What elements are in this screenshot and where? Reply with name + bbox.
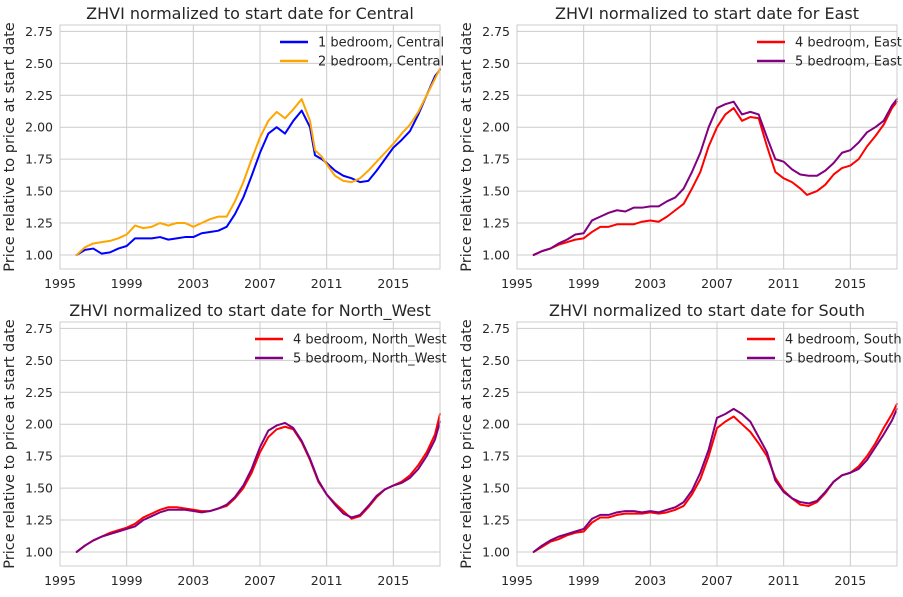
series-line-2	[532, 407, 898, 553]
y-tick-label: 2.00	[482, 417, 510, 432]
x-tick-label: 1995	[44, 573, 76, 588]
plot-area	[60, 25, 440, 269]
series-line-2	[532, 98, 898, 256]
series-line-2	[75, 420, 441, 553]
y-tick-label: 1.75	[482, 152, 510, 167]
y-tick-label: 2.25	[482, 385, 510, 400]
x-tick-label: 2003	[634, 573, 666, 588]
y-axis-label: Price relative to price at start date	[459, 319, 475, 568]
y-tick-label: 1.25	[482, 216, 510, 231]
y-tick-label: 2.75	[25, 24, 53, 39]
legend-label: 1 bedroom, Central	[318, 36, 444, 51]
plot-frame	[516, 321, 898, 567]
plot-area	[60, 322, 440, 566]
y-tick-label: 1.50	[482, 481, 510, 496]
chart-panel-1: 1.00 1.25 1.50 1.75 2.00 2.25 2.50 2.75 1995 1999…	[2, 4, 444, 291]
x-tick-label: 2015	[377, 276, 409, 291]
chart-panel-3: 1.00 1.25 1.50 1.75 2.00 2.25 2.50 2.75 1995 1999…	[2, 301, 447, 588]
y-tick-label: 1.75	[25, 449, 53, 464]
y-tick-label: 1.75	[25, 152, 53, 167]
chart-title: ZHVI normalized to start date for North_…	[69, 301, 431, 321]
x-tick-label: 2011	[311, 276, 343, 291]
y-tick-label: 2.75	[482, 24, 510, 39]
y-tick-label: 1.00	[25, 247, 53, 262]
x-tick-label: 1999	[568, 573, 600, 588]
y-tick-label: 2.50	[482, 56, 510, 71]
x-tick-label: 1995	[501, 276, 533, 291]
x-tick-label: 2007	[244, 573, 276, 588]
y-tick-label: 2.00	[482, 120, 510, 135]
x-tick-label: 1999	[111, 573, 143, 588]
x-tick-label: 1995	[501, 573, 533, 588]
x-tick-label: 2011	[311, 573, 343, 588]
y-tick-label: 1.25	[25, 513, 53, 528]
y-axis-label: Price relative to price at start date	[2, 22, 18, 271]
x-tick-label: 2003	[177, 276, 209, 291]
chart-title: ZHVI normalized to start date for South	[549, 301, 865, 320]
x-tick-label: 2003	[177, 573, 209, 588]
y-tick-label: 2.50	[25, 56, 53, 71]
plot-area	[517, 25, 897, 269]
chart-panel-2: 1.00 1.25 1.50 1.75 2.00 2.25 2.50 2.75 1995 1999…	[459, 4, 902, 291]
x-tick-label: 2015	[834, 573, 866, 588]
x-tick-label: 2011	[768, 573, 800, 588]
y-tick-label: 2.50	[482, 353, 510, 368]
y-tick-label: 2.00	[25, 417, 53, 432]
series-line-2	[75, 67, 441, 256]
y-axis-label: Price relative to price at start date	[459, 22, 475, 271]
y-tick-label: 2.00	[25, 120, 53, 135]
legend: 4 bedroom, East 5 bedroom, East	[757, 36, 902, 70]
plot-frame	[59, 321, 441, 567]
y-tick-label: 1.75	[482, 449, 510, 464]
legend-label: 2 bedroom, Central	[318, 55, 444, 70]
x-tick-label: 2007	[701, 573, 733, 588]
x-tick-label: 1995	[44, 276, 76, 291]
legend-label: 5 bedroom, North_West	[293, 352, 447, 367]
x-tick-label: 2007	[701, 276, 733, 291]
series-line-1	[532, 100, 898, 256]
series-line-1	[75, 68, 441, 256]
x-tick-label: 2007	[244, 276, 276, 291]
x-tick-label: 1999	[111, 276, 143, 291]
legend-label: 5 bedroom, East	[795, 55, 902, 70]
legend-label: 5 bedroom, South	[785, 352, 902, 367]
plot-frame	[516, 24, 898, 270]
y-tick-label: 2.25	[25, 385, 53, 400]
legend-label: 4 bedroom, South	[785, 333, 902, 348]
chart-title: ZHVI normalized to start date for Centra…	[86, 4, 414, 23]
legend: 4 bedroom, South 5 bedroom, South	[747, 333, 902, 367]
y-tick-label: 1.50	[25, 481, 53, 496]
x-tick-label: 2003	[634, 276, 666, 291]
y-tick-label: 2.75	[25, 321, 53, 336]
y-tick-label: 1.00	[482, 544, 510, 559]
legend: 4 bedroom, North_West 5 bedroom, North_We…	[255, 333, 447, 367]
plot-area	[517, 322, 897, 566]
y-tick-label: 1.25	[25, 216, 53, 231]
y-tick-label: 2.25	[25, 88, 53, 103]
y-tick-label: 1.50	[482, 184, 510, 199]
chart-title: ZHVI normalized to start date for East	[555, 4, 859, 23]
legend-label: 4 bedroom, East	[795, 36, 902, 51]
y-tick-label: 1.50	[25, 184, 53, 199]
x-tick-label: 1999	[568, 276, 600, 291]
x-tick-label: 2015	[377, 573, 409, 588]
legend-label: 4 bedroom, North_West	[293, 333, 447, 348]
x-tick-label: 2011	[768, 276, 800, 291]
y-tick-label: 1.25	[482, 513, 510, 528]
y-tick-label: 2.50	[25, 353, 53, 368]
y-tick-label: 1.00	[482, 247, 510, 262]
y-tick-label: 2.25	[482, 88, 510, 103]
x-tick-label: 2015	[834, 276, 866, 291]
y-tick-label: 2.75	[482, 321, 510, 336]
chart-panel-4: 1.00 1.25 1.50 1.75 2.00 2.25 2.50 2.75 1995 1999…	[459, 301, 902, 588]
legend: 1 bedroom, Central 2 bedroom, Central	[280, 36, 444, 70]
y-axis-label: Price relative to price at start date	[2, 319, 18, 568]
y-tick-label: 1.00	[25, 544, 53, 559]
plot-frame	[59, 24, 441, 270]
